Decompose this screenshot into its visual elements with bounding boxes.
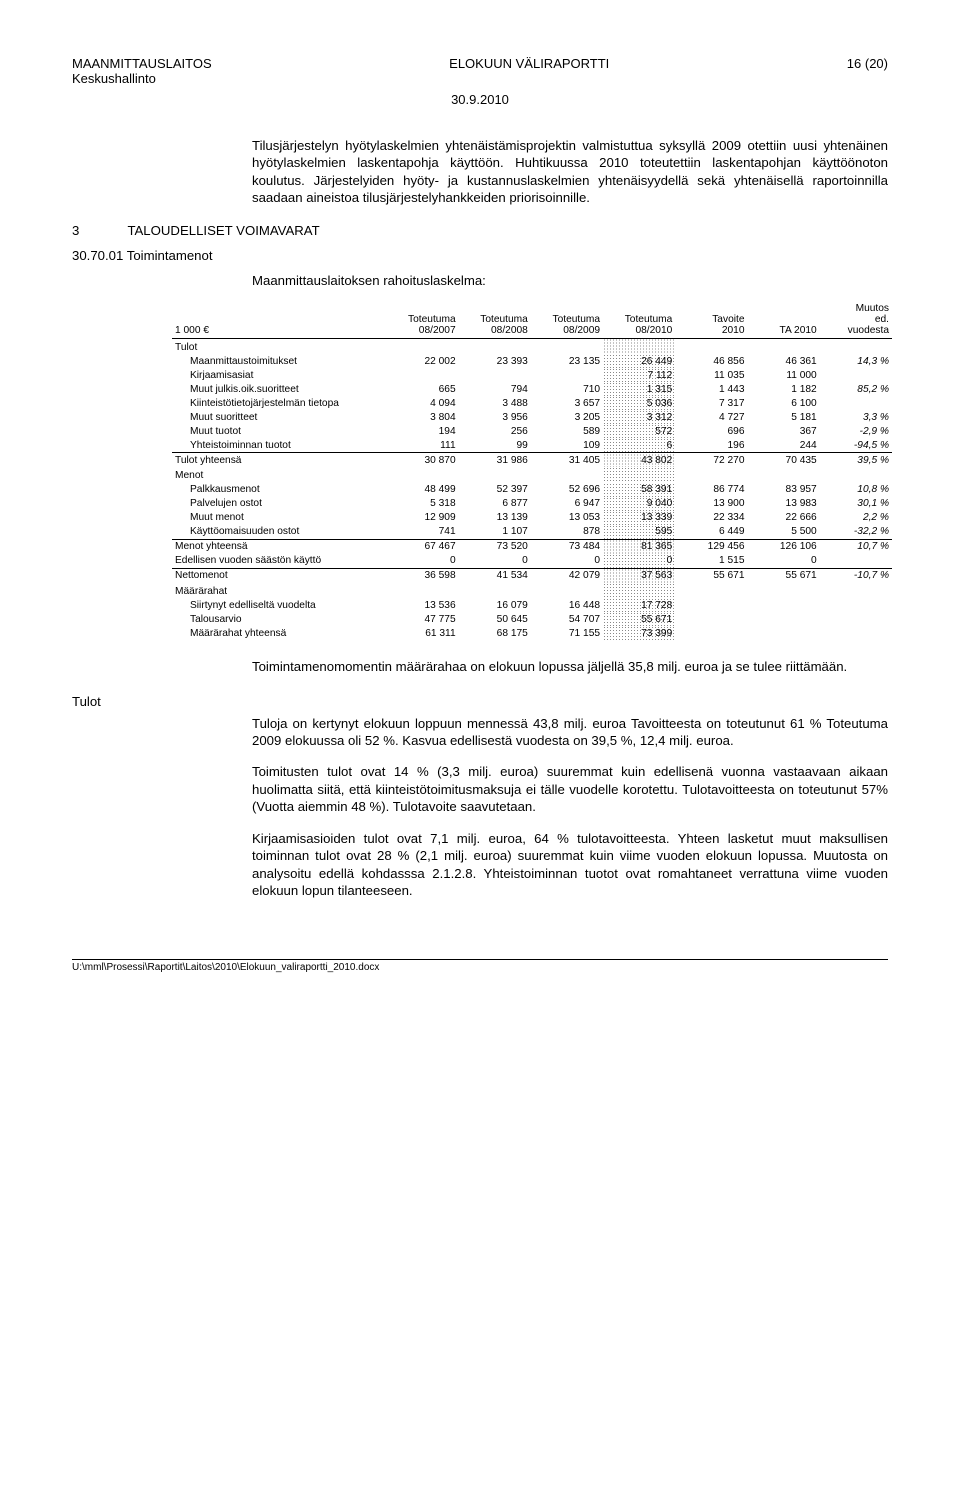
section3-number: 3 <box>72 223 124 238</box>
table-row: Siirtynyt edelliseltä vuodelta13 53616 0… <box>172 598 892 612</box>
table-row: Yhteistoiminnan tuotot111991096196244-94… <box>172 438 892 453</box>
col-h1: Toteutuma08/2008 <box>459 302 531 339</box>
fin-title: Maanmittauslaitoksen rahoituslaskelma: <box>252 273 888 288</box>
group-label: Määrärahat <box>172 583 892 599</box>
header-unit: Keskushallinto <box>72 71 156 86</box>
header-page: 16 (20) <box>847 56 888 71</box>
para-tulot-3: Kirjaamisasioiden tulot ovat 7,1 milj. e… <box>252 830 888 900</box>
table-row: Määrärahat yhteensä61 31168 17571 15573 … <box>172 626 892 640</box>
table-row: Kiinteistötietojärjestelmän tietopa4 094… <box>172 396 892 410</box>
para-tulot-2: Toimitusten tulot ovat 14 % (3,3 milj. e… <box>252 763 888 815</box>
header-date: 30.9.2010 <box>72 92 888 107</box>
tulot-heading: Tulot <box>72 694 888 709</box>
table-row: Muut julkis.oik.suoritteet6657947101 315… <box>172 382 892 396</box>
para-after-table: Toimintamenomomentin määrärahaa on eloku… <box>252 658 888 675</box>
table-row: Palkkausmenot48 49952 39752 69658 39186 … <box>172 483 892 497</box>
intro-paragraph: Tilusjärjestelyn hyötylaskelmien yhtenäi… <box>252 137 888 207</box>
table-row: Palvelujen ostot5 3186 8776 9479 04013 9… <box>172 497 892 511</box>
group-label: Menot <box>172 467 892 483</box>
table-row: Käyttöomaisuuden ostot7411 1078785956 44… <box>172 525 892 540</box>
financing-table: 1 000 € Toteutuma08/2007 Toteutuma08/200… <box>172 302 892 641</box>
unit-label: 1 000 € <box>172 302 386 339</box>
table-row: Kirjaamisasiat7 11211 03511 000 <box>172 368 892 382</box>
col-h2: Toteutuma08/2009 <box>531 302 603 339</box>
table-row: Maanmittaustoimitukset22 00223 39323 135… <box>172 354 892 368</box>
col-h3: Toteutuma08/2010 <box>603 302 675 339</box>
table-row: Muut menot12 90913 13913 05313 33922 334… <box>172 511 892 525</box>
table-row: Nettomenot36 59841 53442 07937 56355 671… <box>172 568 892 583</box>
col-h0: Toteutuma08/2007 <box>386 302 458 339</box>
header-org: MAANMITTAUSLAITOS <box>72 56 212 71</box>
table-row: Muut tuotot194256589572696367-2,9 % <box>172 424 892 438</box>
col-h6: Muutosed.vuodesta <box>820 302 892 339</box>
section3-sub: 30.70.01 Toimintamenot <box>72 248 888 263</box>
table-row: Menot yhteensä67 46773 52073 48481 36512… <box>172 539 892 554</box>
table-row: Tulot yhteensä30 87031 98631 40543 80272… <box>172 453 892 468</box>
section3-title: TALOUDELLISET VOIMAVARAT <box>127 223 319 238</box>
table-row: Edellisen vuoden säästön käyttö00001 515… <box>172 554 892 569</box>
header-title: ELOKUUN VÄLIRAPORTTI <box>449 56 609 71</box>
footer-path: U:\mml\Prosessi\Raportit\Laitos\2010\Elo… <box>72 959 888 973</box>
col-h5: TA 2010 <box>748 302 820 339</box>
group-label: Tulot <box>172 338 892 354</box>
table-row: Talousarvio47 77550 64554 70755 671 <box>172 612 892 626</box>
col-h4: Tavoite2010 <box>675 302 747 339</box>
para-tulot-1: Tuloja on kertynyt elokuun loppuun menne… <box>252 715 888 750</box>
table-row: Muut suoritteet3 8043 9563 2053 3124 727… <box>172 410 892 424</box>
